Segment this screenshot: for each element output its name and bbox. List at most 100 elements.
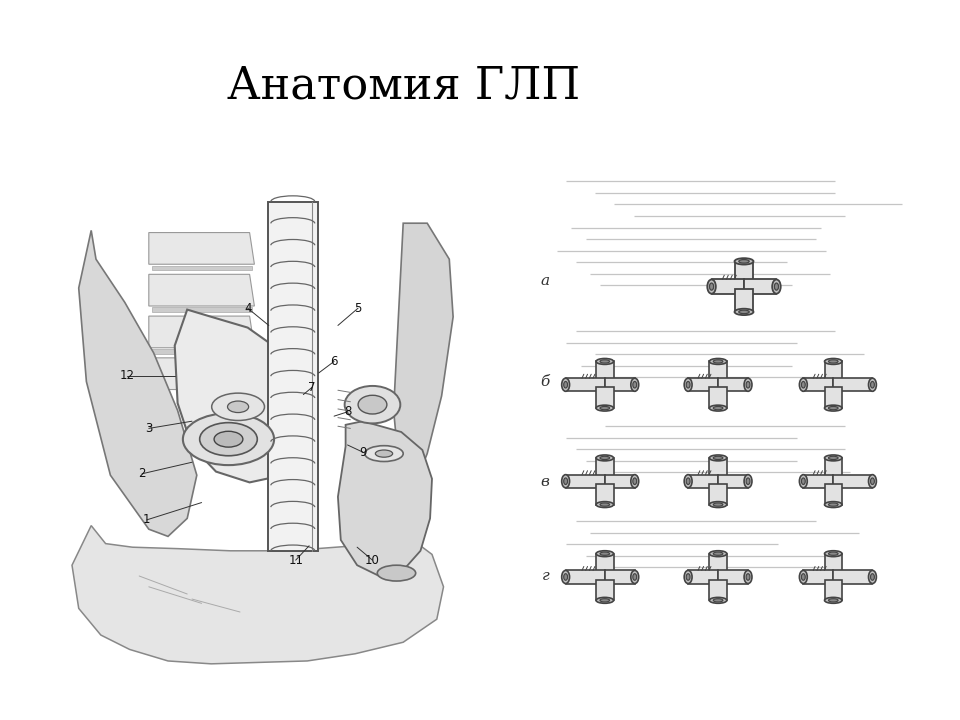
Polygon shape — [596, 458, 613, 484]
Ellipse shape — [775, 283, 779, 290]
Ellipse shape — [600, 552, 610, 555]
Ellipse shape — [596, 502, 613, 508]
Ellipse shape — [600, 503, 610, 506]
Polygon shape — [825, 580, 842, 600]
Polygon shape — [565, 378, 605, 391]
Ellipse shape — [686, 478, 690, 485]
Ellipse shape — [746, 574, 750, 580]
Text: 8: 8 — [344, 405, 351, 418]
Ellipse shape — [713, 360, 723, 363]
Ellipse shape — [684, 378, 692, 391]
Polygon shape — [688, 378, 718, 391]
Ellipse shape — [734, 309, 754, 315]
Ellipse shape — [869, 378, 876, 391]
Text: 9: 9 — [359, 446, 367, 459]
Ellipse shape — [828, 360, 838, 363]
Ellipse shape — [358, 395, 387, 414]
Ellipse shape — [800, 378, 807, 391]
Ellipse shape — [631, 378, 638, 391]
Ellipse shape — [686, 382, 690, 388]
Ellipse shape — [562, 378, 569, 391]
Ellipse shape — [600, 599, 610, 602]
Ellipse shape — [596, 598, 613, 603]
Ellipse shape — [709, 502, 727, 508]
Ellipse shape — [631, 474, 638, 487]
Polygon shape — [734, 261, 754, 289]
Ellipse shape — [869, 570, 876, 583]
Ellipse shape — [713, 552, 723, 555]
Ellipse shape — [739, 310, 749, 314]
Ellipse shape — [871, 382, 875, 388]
Polygon shape — [709, 484, 727, 505]
Ellipse shape — [562, 474, 569, 487]
Ellipse shape — [214, 431, 243, 447]
Polygon shape — [79, 230, 197, 536]
Ellipse shape — [600, 407, 610, 410]
Bar — [268, 202, 318, 551]
Polygon shape — [709, 554, 727, 580]
Polygon shape — [605, 474, 635, 487]
Ellipse shape — [709, 283, 713, 290]
Ellipse shape — [828, 503, 838, 506]
Ellipse shape — [828, 407, 838, 410]
Ellipse shape — [825, 551, 842, 557]
Ellipse shape — [708, 279, 716, 294]
Ellipse shape — [744, 570, 752, 583]
Ellipse shape — [600, 360, 610, 363]
Ellipse shape — [709, 551, 727, 557]
Ellipse shape — [684, 474, 692, 487]
Ellipse shape — [564, 574, 567, 580]
Ellipse shape — [746, 478, 750, 485]
Polygon shape — [338, 421, 432, 576]
Ellipse shape — [802, 478, 805, 485]
Ellipse shape — [182, 413, 275, 465]
Polygon shape — [152, 307, 252, 312]
Ellipse shape — [633, 382, 636, 388]
Ellipse shape — [596, 551, 613, 557]
Ellipse shape — [825, 598, 842, 603]
Text: а: а — [540, 274, 550, 288]
Polygon shape — [565, 474, 605, 487]
Polygon shape — [565, 570, 605, 583]
Polygon shape — [709, 580, 727, 600]
Ellipse shape — [686, 574, 690, 580]
Ellipse shape — [871, 574, 875, 580]
Ellipse shape — [709, 455, 727, 461]
Ellipse shape — [562, 570, 569, 583]
Polygon shape — [175, 310, 317, 482]
Text: 5: 5 — [354, 302, 362, 315]
Polygon shape — [605, 570, 635, 583]
Text: 11: 11 — [288, 554, 303, 567]
Polygon shape — [394, 223, 453, 490]
Polygon shape — [825, 361, 842, 387]
Polygon shape — [744, 279, 777, 294]
Ellipse shape — [200, 423, 257, 456]
Polygon shape — [825, 458, 842, 484]
Ellipse shape — [345, 386, 400, 423]
Text: в: в — [540, 475, 550, 490]
Polygon shape — [149, 233, 254, 264]
Ellipse shape — [228, 401, 249, 413]
Text: 2: 2 — [138, 467, 146, 480]
Polygon shape — [718, 570, 748, 583]
Polygon shape — [149, 358, 254, 390]
Polygon shape — [72, 526, 444, 664]
Ellipse shape — [713, 456, 723, 459]
Ellipse shape — [744, 378, 752, 391]
Ellipse shape — [869, 474, 876, 487]
Polygon shape — [833, 474, 873, 487]
Polygon shape — [718, 474, 748, 487]
Polygon shape — [833, 378, 873, 391]
Ellipse shape — [211, 393, 264, 420]
Ellipse shape — [828, 599, 838, 602]
Ellipse shape — [828, 456, 838, 459]
Ellipse shape — [828, 552, 838, 555]
Ellipse shape — [800, 570, 807, 583]
Polygon shape — [709, 361, 727, 387]
Ellipse shape — [684, 570, 692, 583]
Ellipse shape — [825, 359, 842, 364]
Text: 1: 1 — [143, 513, 151, 526]
Polygon shape — [596, 484, 613, 505]
Ellipse shape — [596, 455, 613, 461]
Text: 12: 12 — [119, 369, 134, 382]
